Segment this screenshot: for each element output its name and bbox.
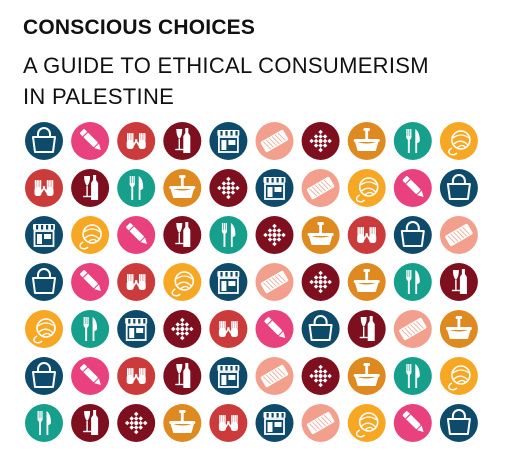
pencil-icon [255,310,294,348]
basket-icon [163,169,202,207]
yarn-icon [25,310,63,348]
basket-icon [301,216,340,254]
bag-icon [439,404,478,442]
ornament-icon [301,122,340,160]
basket-icon [163,404,202,442]
cutlery-icon [71,310,110,348]
shop-icon [209,122,248,160]
basket-icon [439,310,478,348]
tray-icon [255,357,294,395]
pencil-icon [117,216,156,254]
shop-icon [255,169,294,207]
yarn-icon [163,263,202,301]
shop-icon [117,310,156,348]
ornament-icon [209,169,248,207]
bottle-icon [439,263,478,301]
cutlery-icon [209,216,248,254]
tray-icon [255,122,294,160]
hands-icon [117,357,156,395]
bottle-icon [71,169,110,207]
bag-icon [25,263,63,301]
page-title: CONSCIOUS CHOICES [23,16,256,39]
hands-icon [117,122,156,160]
hands-icon [347,216,386,254]
bottle-icon [163,357,202,395]
shop-icon [25,216,63,254]
yarn-icon [439,122,478,160]
basket-icon [347,122,386,160]
yarn-icon [347,169,386,207]
hands-icon [209,404,248,442]
yarn-icon [71,216,110,254]
subtitle-line-2: IN PALESTINE [23,84,175,109]
basket-icon [347,357,386,395]
bottle-icon [163,122,202,160]
ornament-icon [117,404,156,442]
page-subtitle: A GUIDE TO ETHICAL CONSUMERISM IN PALEST… [23,50,429,112]
bottle-icon [163,216,202,254]
yarn-icon [439,357,478,395]
cutlery-icon [393,263,432,301]
hands-icon [209,310,248,348]
hands-icon [25,169,63,207]
shop-icon [209,263,248,301]
tray-icon [393,310,432,348]
bag-icon [393,216,432,254]
pencil-icon [393,169,432,207]
pencil-icon [71,122,110,160]
ornament-icon [301,357,340,395]
tray-icon [439,216,478,254]
bag-icon [25,122,63,160]
hands-icon [117,263,156,301]
cutlery-icon [25,404,63,442]
bottle-icon [347,310,386,348]
cutlery-icon [393,122,432,160]
pencil-icon [71,357,110,395]
pencil-icon [71,263,110,301]
pencil-icon [393,404,432,442]
shop-icon [255,404,294,442]
shop-icon [209,357,248,395]
bag-icon [301,310,340,348]
cutlery-icon [393,357,432,395]
bottle-icon [71,404,110,442]
yarn-icon [347,404,386,442]
bag-icon [25,357,63,395]
ornament-icon [301,263,340,301]
subtitle-line-1: A GUIDE TO ETHICAL CONSUMERISM [23,53,429,78]
tray-icon [255,263,294,301]
cutlery-icon [117,169,156,207]
basket-icon [347,263,386,301]
tray-icon [301,169,340,207]
ornament-icon [255,216,294,254]
ornament-icon [163,310,202,348]
bag-icon [439,169,478,207]
tray-icon [301,404,340,442]
